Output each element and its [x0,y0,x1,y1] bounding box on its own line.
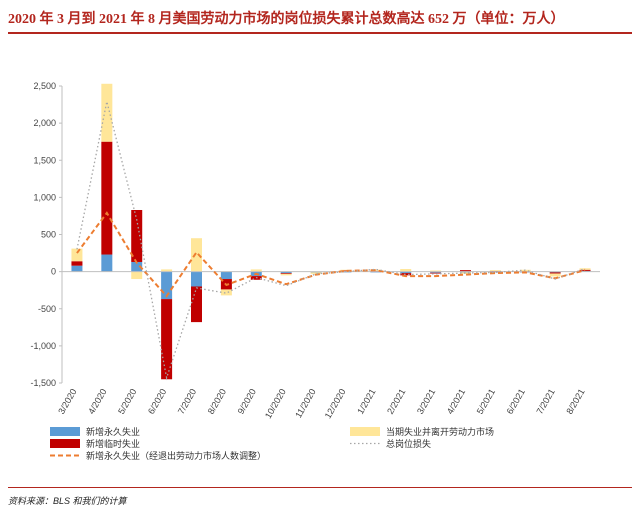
bar-segment [220,289,232,296]
title-divider [8,32,632,34]
bar-segment [131,209,143,262]
bar-segment [489,270,501,271]
bar-segment [400,271,412,274]
bar-segment [280,271,292,274]
bar-segment [460,270,471,272]
bar-segment [430,272,442,274]
bar-segment [191,271,202,287]
bar-segment [280,273,292,274]
source-note: 资料来源：BLS 和我们的计算 [8,496,127,506]
x-tick-label: 11/2020 [293,387,318,420]
plot-area: -1,500 -1,000 -500 0 500 1,000 1,500 2,000 2,500… [30,81,600,420]
legend-label: 新增临时失业 [86,438,140,449]
bar-segment [430,271,442,273]
bar-segment [71,265,83,272]
bar-segment [400,273,412,276]
adjusted-permanent-line [76,211,586,298]
y-tick-label: 2,500 [33,81,56,91]
bar-segment [549,273,561,277]
bar-segment [131,271,143,280]
x-tick-label: 5/2021 [475,387,497,416]
y-tick-label: 1,500 [33,155,56,165]
y-tick-label: 2,000 [33,118,56,128]
y-tick-label: 0 [51,267,56,277]
bar-segment [131,261,143,272]
y-tick-label: -1,000 [30,341,56,351]
y-tick-label: -1,500 [30,378,56,388]
x-tick-label: 10/2020 [263,387,288,420]
bar-segment [250,269,262,272]
x-tick-label: 9/2020 [236,387,258,416]
legend-label: 总岗位损失 [386,438,431,449]
y-tick-label: 1,000 [33,192,56,202]
bar-segment [310,272,322,274]
bar-segment [161,299,173,380]
bar-segment [161,271,173,300]
bar-segment [430,270,442,272]
x-tick-label: 8/2021 [564,387,586,416]
bar-segment [220,271,232,280]
legend-swatch [350,427,380,436]
bar-segment [101,141,113,255]
y-tick-label: -500 [38,304,56,314]
bar-segment [101,83,113,142]
legend-label: 新增永久失业（经退出劳动力市场人数调整） [86,450,266,461]
x-tick-label: 1/2021 [355,387,377,416]
legend-label: 当期失业并离开劳动力市场 [386,426,494,437]
bar-segment [549,272,561,274]
bar-segment [191,238,202,272]
bar-segment [340,269,352,271]
x-tick-label: 6/2021 [505,387,527,416]
x-tick-label: 4/2020 [86,387,108,416]
x-tick-label: 8/2020 [206,387,228,416]
y-tick-label: 500 [41,230,56,240]
bar-segment [191,286,202,323]
x-tick-label: 5/2020 [116,387,138,416]
legend-label: 新增永久失业 [86,426,140,437]
x-tick-label: 7/2021 [534,387,556,416]
bar-segment [161,269,173,272]
bar-segment [101,254,113,272]
x-tick-label: 12/2020 [323,387,348,420]
bar-segment [370,269,382,271]
bar-segment [71,248,83,262]
x-tick-label: 4/2021 [445,387,467,416]
x-tick-label: 3/2021 [415,387,437,416]
x-tick-label: 6/2020 [146,387,168,416]
x-tick-label: 7/2020 [176,387,198,416]
bar-segment [400,269,412,272]
x-tick-label: 2/2021 [385,387,407,416]
bar-segment [71,261,83,266]
chart-title: 2020 年 3 月到 2021 年 8 月美国劳动力市场的岗位损失累计总数高达… [8,12,565,27]
bar-segment [280,273,292,276]
legend-swatch [50,427,80,436]
footer-divider [8,487,632,488]
legend-swatch [50,439,80,448]
total-loss-line [76,101,586,381]
x-tick-label: 3/2020 [56,387,78,416]
